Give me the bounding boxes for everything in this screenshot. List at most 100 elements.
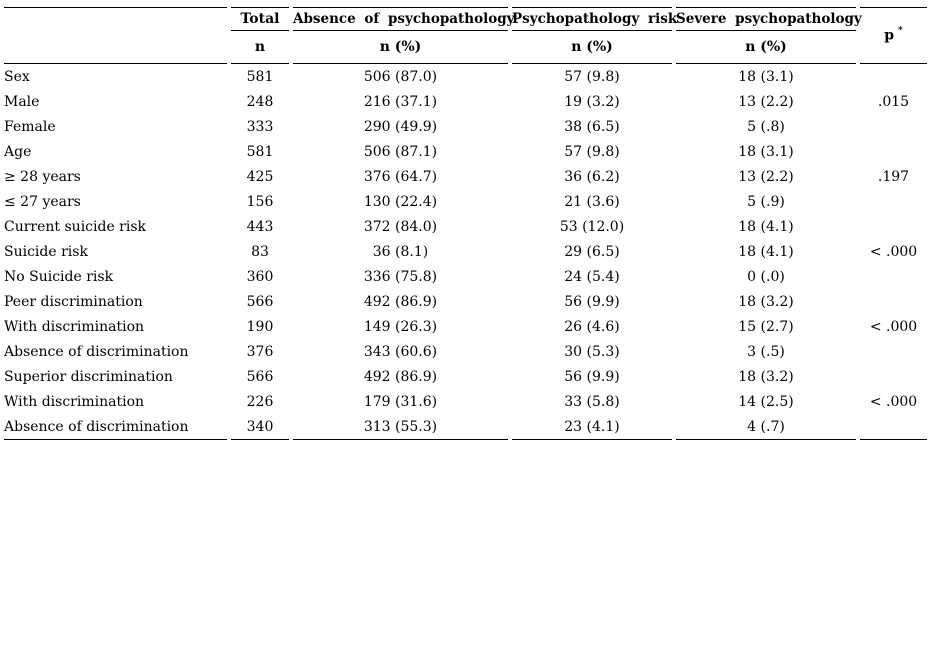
p-value-cell	[860, 364, 927, 389]
p-value-cell	[860, 289, 927, 314]
risk-cell: 30 (5.3)	[564, 343, 620, 360]
total-cell: 190	[246, 318, 274, 335]
severe-cell: 14 (2.5)	[738, 393, 794, 410]
risk-cell: 24 (5.4)	[564, 268, 620, 285]
table-body: Sex 581 506 (87.0) 57 (9.8) 18 (3.1) Male 248 2…	[4, 64, 927, 440]
severe-cell: 4 (.7)	[676, 414, 856, 440]
total-cell: 443	[246, 218, 274, 235]
total-cell: 333	[246, 118, 274, 135]
table-row: Absence of discrimination 340 313 (55.3) 23…	[4, 414, 927, 440]
row-label: Absence of discrimination	[4, 414, 227, 440]
row-label: With discrimination	[4, 393, 145, 410]
risk-cell: 26 (4.6)	[564, 318, 620, 335]
row-label: Peer discrimination	[4, 293, 143, 310]
row-label: ≤ 27 years	[4, 193, 81, 210]
total-cell: 340	[231, 414, 289, 440]
p-value-cell: .197	[877, 168, 910, 185]
risk-cell: 57 (9.8)	[564, 68, 620, 85]
row-label: With discrimination	[4, 318, 145, 335]
p-value-cell	[860, 114, 927, 139]
p-value-cell	[860, 139, 927, 164]
subheader-n: n	[231, 31, 289, 64]
severe-cell: 5 (.9)	[747, 193, 785, 210]
risk-cell: 21 (3.6)	[564, 193, 620, 210]
p-value-cell: .015	[877, 93, 910, 110]
absence-cell: 179 (31.6)	[363, 393, 438, 410]
table-row: Superior discrimination 566 492 (86.9) 56 (…	[4, 364, 927, 389]
risk-cell: 29 (6.5)	[564, 243, 620, 260]
table-row: Sex 581 506 (87.0) 57 (9.8) 18 (3.1)	[4, 64, 927, 89]
absence-cell: 336 (75.8)	[363, 268, 438, 285]
row-label: No Suicide risk	[4, 268, 114, 285]
col-header-absence: Absence of psychopathology	[293, 7, 515, 31]
severe-cell: 18 (3.2)	[738, 293, 794, 310]
p-value-cell	[860, 339, 927, 364]
table-row: Current suicide risk 443 372 (84.0) 53 (12.…	[4, 214, 927, 239]
absence-cell: 492 (86.9)	[363, 293, 438, 310]
risk-cell: 56 (9.9)	[564, 293, 620, 310]
subheader-n-pct-absence: n (%)	[293, 31, 508, 64]
p-value-cell: < .000	[869, 318, 918, 335]
absence-cell: 506 (87.0)	[363, 68, 438, 85]
total-cell: 566	[246, 368, 274, 385]
p-value-cell: < .000	[869, 393, 918, 410]
total-cell: 226	[246, 393, 274, 410]
total-cell: 248	[246, 93, 274, 110]
row-label: Superior discrimination	[4, 368, 173, 385]
col-header-risk: Psychopathology risk	[512, 7, 677, 31]
severe-cell: 15 (2.7)	[738, 318, 794, 335]
sub-header-row: n n (%) n (%) n (%)	[4, 31, 927, 64]
results-table: Total Absence of psychopathology Psychop…	[0, 7, 931, 440]
p-asterisk: *	[898, 26, 903, 37]
group-header-row: Total Absence of psychopathology Psychop…	[4, 7, 927, 64]
risk-cell: 33 (5.8)	[564, 393, 620, 410]
table-row: Absence of discrimination 376 343 (60.6) 30…	[4, 339, 927, 364]
p-label: p	[884, 27, 895, 44]
absence-cell: 376 (64.7)	[363, 168, 438, 185]
absence-cell: 506 (87.1)	[363, 143, 438, 160]
total-cell: 425	[246, 168, 274, 185]
total-cell: 566	[246, 293, 274, 310]
severe-cell: 18 (4.1)	[738, 243, 794, 260]
table-row: With discrimination 190 149 (26.3) 26 (4.6)…	[4, 314, 927, 339]
risk-cell: 36 (6.2)	[564, 168, 620, 185]
severe-cell: 18 (3.1)	[738, 68, 794, 85]
absence-cell: 492 (86.9)	[363, 368, 438, 385]
table-row: Female 333 290 (49.9) 38 (6.5) 5 (.8)	[4, 114, 927, 139]
risk-cell: 57 (9.8)	[564, 143, 620, 160]
row-label: Current suicide risk	[4, 218, 147, 235]
subheader-n-pct-severe: n (%)	[676, 31, 856, 64]
col-header-p: p *	[860, 7, 927, 64]
risk-cell: 38 (6.5)	[564, 118, 620, 135]
total-cell: 581	[246, 143, 274, 160]
absence-cell: 216 (37.1)	[363, 93, 438, 110]
absence-cell: 343 (60.6)	[363, 343, 438, 360]
col-header-total: Total	[231, 7, 289, 31]
p-value-cell: < .000	[869, 243, 918, 260]
severe-cell: 18 (3.1)	[738, 143, 794, 160]
col-header-severe: Severe psychopathology	[676, 7, 862, 31]
total-cell: 156	[246, 193, 274, 210]
row-label: Age	[4, 143, 32, 160]
absence-cell: 372 (84.0)	[363, 218, 438, 235]
table-row: ≥ 28 years 425 376 (64.7) 36 (6.2) 13 (2.2).…	[4, 164, 927, 189]
total-cell: 360	[246, 268, 274, 285]
table-row: Male 248 216 (37.1) 19 (3.2) 13 (2.2) .015	[4, 89, 927, 114]
absence-cell: 313 (55.3)	[293, 414, 508, 440]
severe-cell: 13 (2.2)	[738, 93, 794, 110]
row-label: Female	[4, 118, 56, 135]
row-label: ≥ 28 years	[4, 168, 81, 185]
row-label: Sex	[4, 68, 30, 85]
p-value-cell	[860, 214, 927, 239]
severe-cell: 13 (2.2)	[738, 168, 794, 185]
row-label: Absence of discrimination	[4, 343, 189, 360]
severe-cell: 18 (4.1)	[738, 218, 794, 235]
absence-cell: 149 (26.3)	[363, 318, 438, 335]
table-row: No Suicide risk 360 336 (75.8) 24 (5.4) 0 (.…	[4, 264, 927, 289]
table-row: Suicide risk 83 36 (8.1) 29 (6.5) 18 (4.1) < …	[4, 239, 927, 264]
severe-cell: 5 (.8)	[747, 118, 785, 135]
row-label: Suicide risk	[4, 243, 88, 260]
p-value-cell	[860, 414, 927, 440]
row-label: Male	[4, 93, 40, 110]
